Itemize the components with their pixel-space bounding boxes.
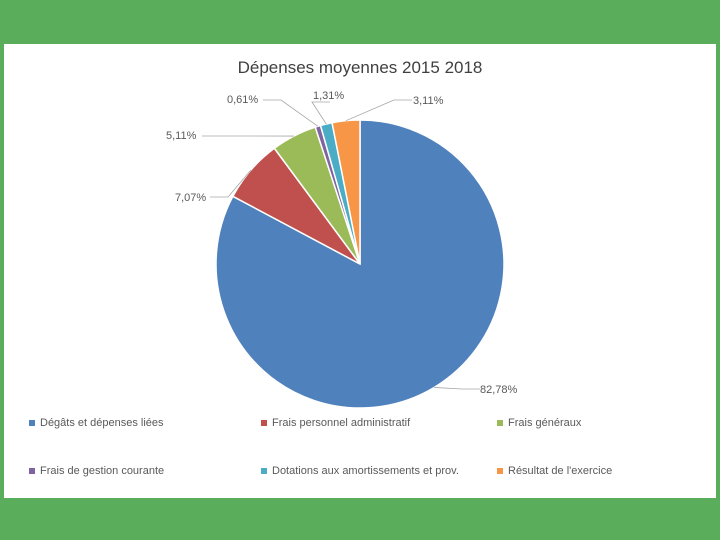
leader-line-frais-personnel <box>210 169 252 198</box>
chart-legend: Dégâts et dépenses liées Frais personnel … <box>4 44 716 498</box>
top-green-band <box>0 0 720 44</box>
legend-item-frais-generaux: Frais généraux <box>497 417 581 429</box>
pie-chart: 82,78% 7,07% 5,11% 0,61% 1,31% 3,11% <box>166 90 518 409</box>
legend-label-frais-generaux: Frais généraux <box>508 417 582 429</box>
data-label-dotations: 1,31% <box>313 90 344 102</box>
legend-item-degats: Dégâts et dépenses liées <box>29 417 164 429</box>
data-label-frais-personnel: 7,07% <box>175 192 206 204</box>
legend-item-frais-gestion: Frais de gestion courante <box>29 465 164 477</box>
legend-label-degats: Dégâts et dépenses liées <box>40 417 164 429</box>
leader-line-resultat <box>345 99 412 122</box>
legend-swatch-frais-generaux <box>497 420 503 426</box>
data-label-frais-generaux: 5,11% <box>166 130 197 142</box>
legend-swatch-resultat <box>497 468 503 474</box>
leader-line-degats <box>434 387 480 390</box>
data-label-degats: 82,78% <box>480 384 518 396</box>
legend-item-resultat: Résultat de l'exercice <box>497 465 612 477</box>
legend-label-resultat: Résultat de l'exercice <box>508 465 613 477</box>
legend-swatch-degats <box>29 420 35 426</box>
legend-item-frais-personnel: Frais personnel administratif <box>261 417 410 429</box>
bottom-green-band <box>0 498 720 540</box>
leader-line-frais-gestion <box>263 99 319 127</box>
pie-slice-degats <box>215 119 505 409</box>
legend-swatch-frais-personnel <box>261 420 267 426</box>
legend-swatch-dotations <box>261 468 267 474</box>
leader-line-dotations <box>311 101 330 125</box>
data-label-resultat: 3,11% <box>413 95 444 107</box>
chart-title: Dépenses moyennes 2015 2018 <box>237 58 483 77</box>
pie-slice-resultat <box>331 119 361 265</box>
legend-label-dotations: Dotations aux amortissements et prov. <box>272 465 459 477</box>
legend-label-frais-personnel: Frais personnel administratif <box>272 417 411 429</box>
legend-item-dotations: Dotations aux amortissements et prov. <box>261 465 459 477</box>
legend-swatch-frais-gestion <box>29 468 35 474</box>
slide-canvas: Dépenses moyennes 2015 2018 82,78% 7,07% 5… <box>4 44 716 498</box>
legend-label-frais-gestion: Frais de gestion courante <box>40 465 165 477</box>
data-label-frais-gestion: 0,61% <box>227 94 258 106</box>
